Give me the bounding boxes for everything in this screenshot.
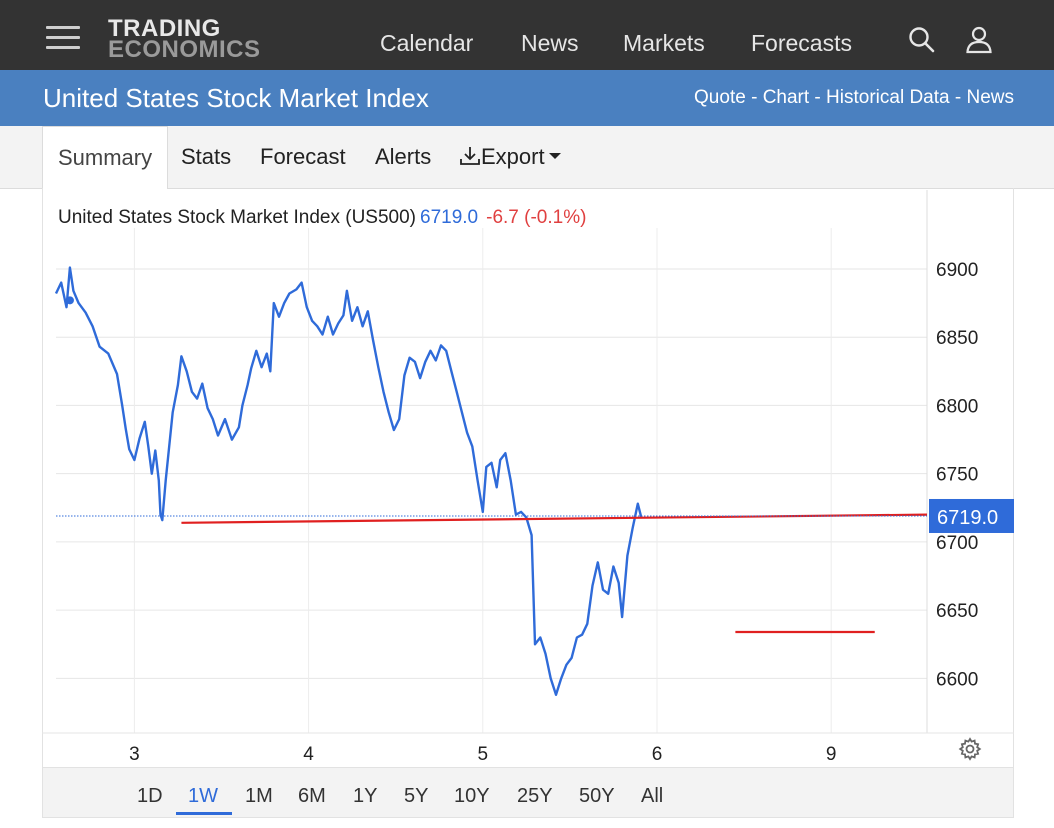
series-start-marker (65, 296, 74, 305)
range-50y[interactable]: 50Y (579, 785, 615, 807)
current-price-label: 6719.0 (937, 507, 998, 529)
x-tick-label: 4 (303, 744, 314, 765)
tab-forecast[interactable]: Forecast (260, 144, 346, 169)
tab-summary[interactable]: Summary (42, 126, 168, 189)
y-axis: 6600 6650 6700 6750 6800 6850 6900 (936, 260, 978, 690)
y-tick-label: 6900 (936, 260, 978, 281)
menu-icon[interactable] (46, 24, 80, 50)
y-tick-label: 6750 (936, 465, 978, 486)
logo-line1: TRADING (108, 15, 221, 42)
range-all[interactable]: All (641, 785, 664, 807)
user-icon[interactable] (965, 26, 993, 54)
x-tick-label: 9 (826, 744, 837, 765)
chart-series (54, 266, 643, 696)
range-1y[interactable]: 1Y (353, 785, 378, 807)
sub-links: Quote - Chart - Historical Data - News (694, 87, 1014, 109)
x-tick-label: 6 (652, 744, 663, 765)
range-selector: 1D 1W 1M 6M 1Y 5Y 10Y 25Y 50Y All (42, 767, 1014, 818)
range-1m[interactable]: 1M (245, 785, 273, 807)
y-tick-label: 6800 (936, 396, 978, 417)
tabs-bar: Summary Stats Forecast Alerts Export (0, 126, 1054, 189)
download-icon (460, 147, 480, 165)
chart-grid (42, 190, 1014, 734)
range-6m[interactable]: 6M (298, 785, 326, 807)
tab-export[interactable]: Export (459, 144, 562, 170)
export-label: Export (481, 144, 545, 169)
chart-header: United States Stock Market Index (US500)… (58, 207, 586, 229)
gear-icon[interactable] (958, 737, 982, 761)
nav-markets[interactable]: Markets (623, 30, 705, 56)
page-title: United States Stock Market Index (43, 83, 429, 113)
current-price-marker: 6719.0 (56, 498, 1014, 533)
y-tick-label: 6600 (936, 669, 978, 690)
price-series-line (54, 266, 643, 696)
x-tick-label: 3 (129, 744, 140, 765)
x-axis: 3 4 5 6 9 (129, 744, 836, 765)
y-tick-label: 6700 (936, 533, 978, 554)
range-5y[interactable]: 5Y (404, 785, 429, 807)
nav-calendar[interactable]: Calendar (380, 30, 474, 56)
logo[interactable]: TRADING ECONOMICS (108, 15, 261, 63)
title-bar: United States Stock Market Index Quote -… (0, 70, 1054, 126)
tab-stats[interactable]: Stats (181, 144, 232, 169)
tab-alerts[interactable]: Alerts (375, 144, 432, 169)
x-tick-label: 5 (478, 744, 489, 765)
link-historical-data[interactable]: Historical Data (826, 87, 950, 108)
range-1d[interactable]: 1D (137, 785, 163, 807)
range-1w[interactable]: 1W (188, 785, 218, 807)
instrument-name: United States Stock Market Index (US500) (58, 207, 416, 228)
caret-down-icon (548, 153, 561, 159)
range-25y[interactable]: 25Y (517, 785, 553, 807)
y-tick-label: 6650 (936, 601, 978, 622)
y-tick-label: 6850 (936, 328, 978, 349)
current-price-tag (929, 498, 1014, 533)
top-navbar: TRADING ECONOMICS Calendar News Markets … (0, 0, 1054, 70)
nav-forecasts[interactable]: Forecasts (751, 30, 852, 56)
range-10y[interactable]: 10Y (454, 785, 490, 807)
support-line (181, 513, 928, 524)
search-icon[interactable] (908, 26, 936, 54)
logo-line2: ECONOMICS (108, 36, 261, 63)
nav-news[interactable]: News (521, 30, 579, 56)
separator: - (949, 87, 967, 108)
link-quote[interactable]: Quote (694, 87, 746, 108)
chart-annotations (181, 513, 928, 634)
link-chart[interactable]: Chart (762, 87, 810, 108)
active-range-indicator (176, 812, 232, 815)
separator: - (745, 87, 763, 108)
price-change: -6.7 (-0.1%) (486, 207, 587, 228)
separator: - (809, 87, 827, 108)
link-news[interactable]: News (966, 87, 1014, 108)
current-price: 6719.0 (420, 207, 479, 228)
